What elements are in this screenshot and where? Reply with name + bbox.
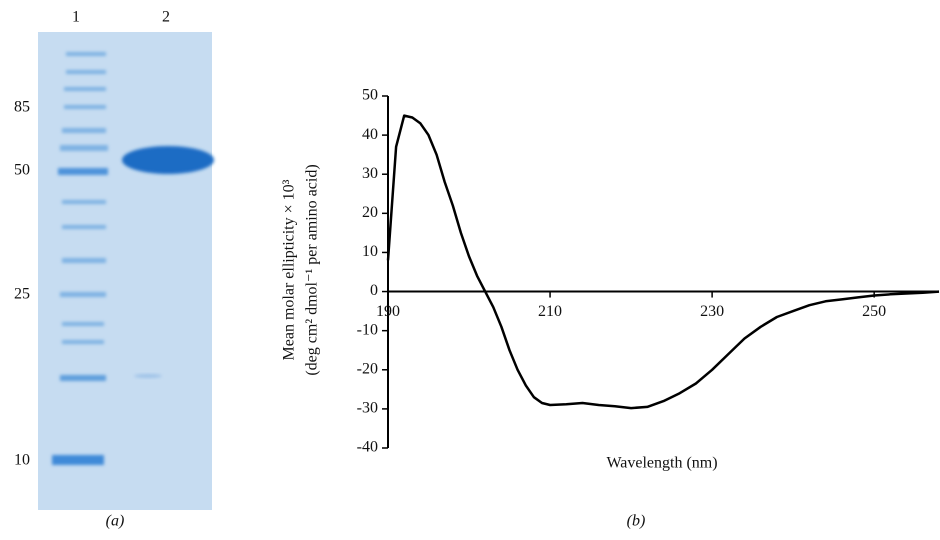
- y-tick-label: -40: [357, 439, 378, 456]
- x-tick-label: 230: [700, 303, 724, 320]
- y-tick-label: 0: [370, 282, 378, 299]
- y-tick-label: 50: [362, 87, 378, 104]
- marker-label: 85: [14, 99, 30, 116]
- y-tick-label: -10: [357, 321, 378, 338]
- y-axis-label: (deg cm² dmol⁻¹ per amino acid): [304, 164, 321, 375]
- marker-label: 25: [14, 286, 30, 303]
- page: {"gel": {"lanes": ["1", "2"], "markers":…: [0, 0, 940, 535]
- panel-label: (a): [106, 513, 125, 530]
- x-tick-label: 210: [538, 303, 562, 320]
- lane-label: 1: [72, 9, 80, 26]
- gel: [38, 32, 214, 510]
- y-tick-label: 10: [362, 243, 378, 260]
- y-tick-label: 30: [362, 165, 378, 182]
- protein-band: [122, 146, 214, 174]
- y-tick-label: -20: [357, 360, 378, 377]
- x-axis-label: Wavelength (nm): [606, 455, 717, 472]
- gel-background: [38, 32, 212, 510]
- y-tick-label: 20: [362, 204, 378, 221]
- y-axis-label: Mean molar ellipticity × 10³: [281, 179, 298, 360]
- lane-label: 2: [162, 9, 170, 26]
- data-line: [388, 116, 939, 409]
- panel-label: (b): [627, 513, 646, 530]
- marker-label: 10: [14, 452, 30, 469]
- marker-label: 50: [14, 162, 30, 179]
- y-tick-label: 40: [362, 126, 378, 143]
- faint-band: [134, 374, 162, 378]
- x-tick-label: 190: [376, 303, 400, 320]
- figure: 1 2 85 50 25 10 (a) (b) Wavelength (nm) …: [0, 0, 940, 535]
- x-tick-label: 250: [862, 303, 886, 320]
- y-tick-label: -30: [357, 400, 378, 417]
